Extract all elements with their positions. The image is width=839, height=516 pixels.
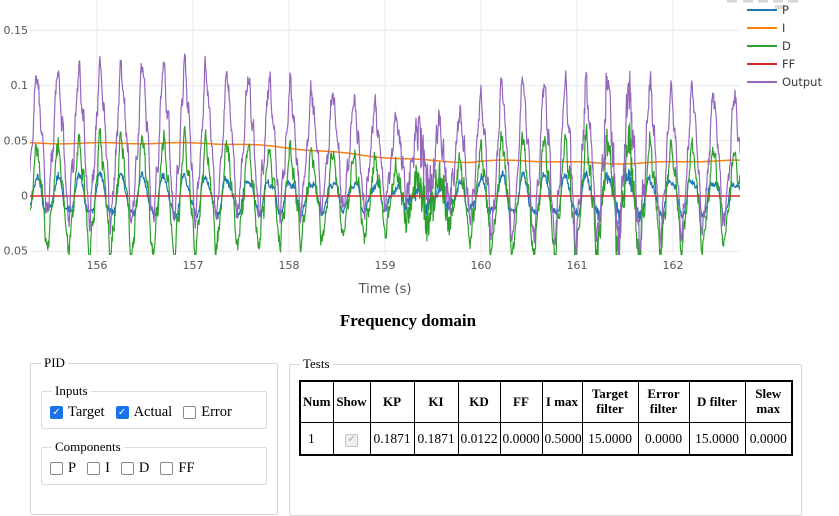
unchecked-checkbox-icon[interactable]: [183, 406, 197, 419]
tests-fieldset-legend: Tests: [303, 356, 330, 371]
modebar-icon[interactable]: [727, 0, 737, 3]
tests-table-row: 10.18710.18710.01220.00000.500015.00000.…: [299, 422, 793, 456]
y-tick-label: 0.05: [4, 245, 29, 258]
x-tick-label: 158: [279, 259, 300, 272]
checkbox-label: P: [68, 460, 77, 476]
time-domain-plot[interactable]: 0.15 0.1 0.05 0 0.05 156 157 158 159 160 161 162 Tim…: [0, 0, 839, 306]
x-tick-label: 162: [663, 259, 684, 272]
y-tick-label: 0.05: [4, 134, 29, 147]
checkbox-label: FF: [178, 460, 195, 476]
tests-column-header: KI: [413, 380, 459, 423]
test-value-cell: 0.0000: [744, 422, 793, 456]
checked-checkbox-icon[interactable]: [115, 406, 129, 419]
tests-column-header: FF: [499, 380, 543, 423]
checkbox-input-error[interactable]: Error: [183, 404, 232, 421]
modebar-icon[interactable]: [788, 0, 798, 3]
legend-label: Output: [782, 75, 822, 89]
unchecked-checkbox-icon[interactable]: [50, 462, 63, 475]
pid-fieldset: PID Inputs TargetActualError Components …: [30, 355, 278, 515]
tests-column-header: I max: [541, 380, 583, 423]
x-tick-label: 159: [375, 259, 396, 272]
checkbox-component-ff[interactable]: FF: [160, 460, 195, 477]
x-tick-label: 160: [471, 259, 492, 272]
legend-label: FF: [782, 57, 795, 71]
test-value-cell: 0.1871: [413, 422, 459, 456]
tests-column-header: Num: [299, 380, 334, 423]
checkbox-label: Actual: [133, 404, 173, 420]
test-num-cell: 1: [299, 422, 334, 456]
trace-output: [30, 53, 740, 255]
pid-fieldset-legend: PID: [44, 355, 65, 370]
chart-legend: PID FF Output: [747, 3, 822, 89]
inputs-checkbox-row: Target Actual Error: [50, 404, 258, 421]
legend-label: P: [782, 3, 789, 17]
checkbox-label: Error: [201, 404, 232, 420]
tests-column-header: D filter: [688, 380, 746, 423]
legend-item-output[interactable]: Output: [747, 75, 822, 89]
checkbox-component-i[interactable]: I: [87, 460, 110, 477]
test-value-cell: 0.0000: [637, 422, 690, 456]
frequency-domain-heading: Frequency domain: [339, 311, 477, 330]
x-tick-label: 161: [567, 259, 588, 272]
traces-group: [30, 53, 740, 255]
legend-item-i[interactable]: I: [747, 21, 785, 35]
checkbox-component-d[interactable]: D: [120, 460, 150, 477]
tests-column-header: KP: [369, 380, 415, 423]
test-value-cell: 15.0000: [581, 422, 639, 456]
y-tick-label: 0.1: [11, 79, 29, 92]
modebar-icon[interactable]: [773, 0, 783, 3]
unchecked-checkbox-icon[interactable]: [120, 462, 134, 475]
components-fieldset-legend: Components: [55, 439, 121, 454]
checkbox-input-actual[interactable]: Actual: [115, 404, 173, 421]
show-checkbox-icon[interactable]: [345, 433, 358, 447]
tests-fieldset: Tests Num Show KP KI KD FF I max Target filter E…: [289, 356, 802, 516]
checked-checkbox-icon[interactable]: [50, 406, 63, 419]
tests-table: Num Show KP KI KD FF I max Target filter Error f…: [299, 380, 793, 456]
unchecked-checkbox-icon[interactable]: [160, 462, 174, 475]
tests-column-header: Show: [332, 380, 371, 423]
inputs-fieldset: Inputs Target Actual Error: [41, 383, 267, 429]
checkbox-label: D: [138, 460, 150, 476]
components-checkbox-row: P I D FF: [50, 460, 258, 477]
test-value-cell: 0.5000: [541, 422, 583, 456]
checkbox-label: I: [105, 460, 110, 476]
legend-item-p[interactable]: P: [747, 3, 789, 17]
tests-table-body: 10.18710.18710.01220.00000.500015.00000.…: [299, 422, 793, 456]
legend-item-d[interactable]: D: [747, 39, 791, 53]
tests-table-header-row: Num Show KP KI KD FF I max Target filter Error f…: [299, 380, 793, 423]
x-axis-label: Time (s): [358, 282, 412, 297]
test-value-cell: 0.1871: [369, 422, 415, 456]
test-value-cell: 15.0000: [688, 422, 746, 456]
test-show-cell: [332, 422, 371, 456]
x-tick-label: 157: [183, 259, 204, 272]
modebar-icon[interactable]: [775, 5, 784, 9]
unchecked-checkbox-icon[interactable]: [87, 462, 101, 475]
tests-column-header: Slew max: [744, 380, 793, 423]
y-tick-label: 0.15: [4, 24, 29, 37]
legend-item-ff[interactable]: FF: [747, 57, 795, 71]
tests-column-header: Error filter: [637, 380, 690, 423]
time-domain-chart: 0.15 0.1 0.05 0 0.05 156 157 158 159 160 161 162 Tim…: [0, 0, 839, 306]
modebar-icon[interactable]: [743, 0, 753, 3]
checkbox-input-target[interactable]: Target: [50, 404, 105, 421]
modebar-icon[interactable]: [758, 0, 768, 3]
y-tick-label: 0: [21, 190, 28, 203]
tests-column-header: KD: [457, 380, 501, 423]
plot-modebar-cutoff[interactable]: [727, 0, 798, 9]
test-value-cell: 0.0122: [457, 422, 501, 456]
test-value-cell: 0.0000: [499, 422, 543, 456]
checkbox-component-p[interactable]: P: [50, 460, 76, 477]
legend-label: I: [782, 21, 785, 35]
x-tick-label: 156: [87, 259, 108, 272]
components-fieldset: Components P I D FF: [41, 439, 267, 485]
inputs-fieldset-legend: Inputs: [55, 383, 88, 398]
legend-label: D: [782, 39, 791, 53]
checkbox-label: Target: [68, 404, 105, 420]
tests-column-header: Target filter: [581, 380, 639, 423]
